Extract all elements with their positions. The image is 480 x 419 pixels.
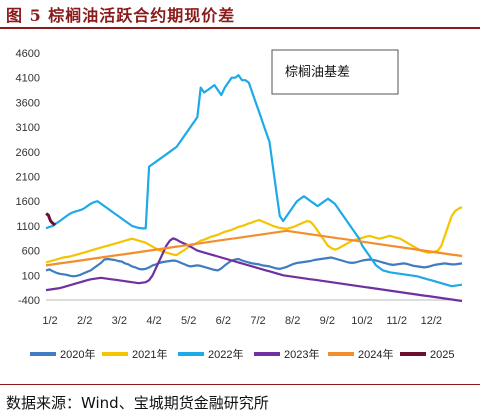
x-tick-label: 9/2	[320, 315, 335, 327]
legend-label: 2023年	[284, 347, 319, 361]
y-tick-label: 2600	[16, 147, 40, 159]
y-tick-label: 2100	[16, 172, 40, 184]
legend-label: 2022年	[208, 347, 243, 361]
figure-title: 图 5 棕榈油活跃合约期现价差	[6, 6, 236, 25]
y-tick-label: 4600	[16, 48, 40, 60]
x-tick-label: 6/2	[216, 315, 231, 327]
legend: 2020年 2021年 2022年 2023年 2024年 2025	[30, 347, 454, 361]
y-tick-label: 3100	[16, 122, 40, 134]
y-tick-label: 3600	[16, 97, 40, 109]
chart-annotation-box: 棕榈油基差	[271, 49, 399, 95]
y-tick-label: -400	[18, 295, 40, 307]
series-line-2024年	[45, 229, 463, 267]
y-tick-label: 4100	[16, 73, 40, 85]
x-tick-label: 11/2	[386, 315, 407, 327]
y-tick-label: 1600	[16, 196, 40, 208]
legend-label: 2021年	[132, 347, 167, 361]
series-line-2023年	[45, 237, 463, 303]
series-line-2025	[45, 212, 57, 227]
x-axis: 1/2 2/2 3/2 4/2 5/2 6/2 7/2 8/2 9/2 10/2 11/2 12/2	[42, 299, 462, 327]
basis-line-chart: 4600 4100 3600 3100 2600 2100 1600 1100 600 100 -4…	[16, 48, 463, 361]
annotation-label: 棕榈油基差	[285, 65, 350, 80]
legend-label: 2020年	[60, 347, 95, 361]
series-group	[45, 74, 463, 303]
x-tick-label: 2/2	[77, 315, 92, 327]
x-tick-label: 7/2	[250, 315, 265, 327]
legend-label: 2024年	[358, 347, 393, 361]
y-tick-label: 600	[22, 246, 40, 258]
x-tick-label: 1/2	[42, 315, 57, 327]
x-tick-label: 3/2	[112, 315, 127, 327]
series-line-2021年	[45, 206, 463, 264]
y-tick-label: 100	[22, 270, 40, 282]
x-tick-label: 4/2	[146, 315, 161, 327]
x-tick-label: 10/2	[351, 315, 372, 327]
annotation-frame	[271, 49, 399, 95]
source-note: 数据来源：Wind、宝城期货金融研究所	[6, 394, 269, 412]
bottom-rule	[0, 384, 480, 385]
series-line-2022年	[45, 74, 463, 288]
x-tick-label: 5/2	[181, 315, 196, 327]
title-rule	[0, 27, 480, 29]
y-axis: 4600 4100 3600 3100 2600 2100 1600 1100 600 100 -4…	[16, 48, 40, 307]
x-tick-label: 8/2	[285, 315, 300, 327]
y-tick-label: 1100	[16, 221, 40, 233]
legend-label: 2025	[430, 349, 454, 361]
series-line-2020年	[45, 256, 463, 278]
x-tick-label: 12/2	[421, 315, 442, 327]
